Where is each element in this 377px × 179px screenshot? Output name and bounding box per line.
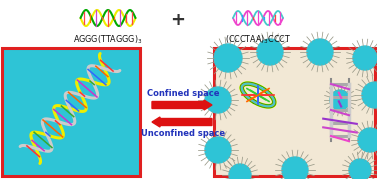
Text: +: + xyxy=(170,11,185,29)
Circle shape xyxy=(282,157,308,179)
Circle shape xyxy=(214,44,242,72)
Text: AGGG(TTAGGG)$_3$: AGGG(TTAGGG)$_3$ xyxy=(73,33,143,45)
Circle shape xyxy=(205,87,231,113)
Circle shape xyxy=(257,39,283,65)
Circle shape xyxy=(205,137,231,163)
Circle shape xyxy=(362,82,377,108)
Circle shape xyxy=(229,164,251,179)
Text: Confined space: Confined space xyxy=(147,89,219,98)
FancyArrow shape xyxy=(152,100,212,110)
Circle shape xyxy=(358,128,377,152)
Bar xyxy=(214,48,375,176)
Circle shape xyxy=(349,159,371,179)
Bar xyxy=(2,48,140,176)
Circle shape xyxy=(353,46,377,70)
Circle shape xyxy=(307,39,333,65)
FancyArrow shape xyxy=(152,117,212,127)
Circle shape xyxy=(330,90,350,110)
Text: (CCCTAA)$_3$CCCT: (CCCTAA)$_3$CCCT xyxy=(225,33,291,45)
Text: Unconfined space: Unconfined space xyxy=(141,129,225,138)
